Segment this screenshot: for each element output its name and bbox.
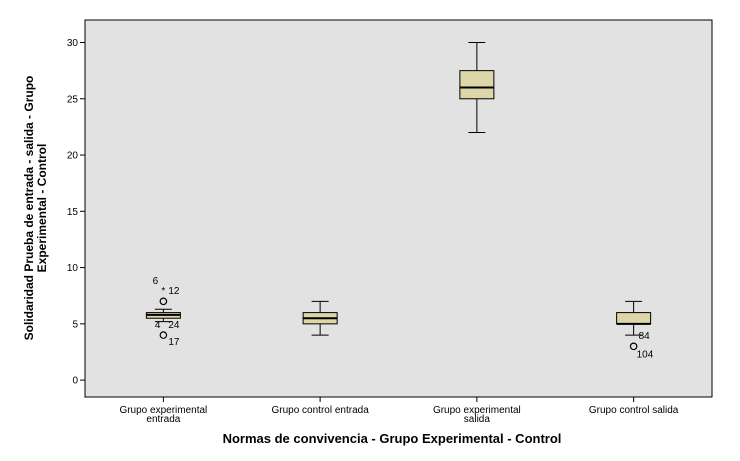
outlier-label: 84 (639, 331, 651, 342)
outlier-label: 4 (155, 320, 161, 331)
box-group: *6 12 4 24 17 (145, 276, 181, 348)
outlier-label: 24 (168, 320, 180, 331)
x-category-label: Grupo control salida (589, 405, 679, 416)
y-axis: 0 5 10 15 20 25 30 (67, 38, 85, 387)
x-axis-title: Normas de convivencia - Grupo Experiment… (223, 431, 562, 446)
y-tick-label: 25 (67, 94, 79, 105)
y-tick-label: 15 (67, 207, 79, 218)
x-category-label: Grupo control entrada (271, 405, 369, 416)
y-axis-title-line-2: Experimental - Control (35, 144, 49, 273)
box-iqr (616, 312, 652, 325)
y-tick-label: 30 (67, 38, 79, 49)
y-tick-label: 20 (67, 151, 79, 162)
y-tick-label: 0 (72, 376, 78, 387)
extreme-marker: * (161, 286, 165, 297)
outlier-label: 12 (168, 286, 180, 297)
outlier-marker (159, 331, 168, 339)
x-category-label: Grupo experimental (119, 405, 207, 416)
outlier-label: 6 (153, 276, 159, 287)
boxes: *6 12 4 24 17 84 104 (145, 42, 654, 360)
outlier-marker (629, 342, 638, 351)
y-axis-title-line-1: Solidaridad Prueba de entrada - salida -… (22, 76, 36, 341)
plot-area (84, 19, 713, 398)
box-group (302, 300, 338, 336)
box-group (459, 42, 495, 134)
outlier-label: 17 (168, 337, 180, 348)
y-tick-label: 10 (67, 263, 79, 274)
y-tick-label: 5 (72, 319, 78, 330)
x-category-label: Grupo experimental (433, 405, 521, 416)
outlier-label: 104 (637, 349, 654, 360)
box-iqr (459, 70, 495, 100)
x-category-label: salida (464, 414, 491, 425)
x-category-label: entrada (146, 414, 180, 425)
box-group: 84 104 (616, 300, 654, 360)
outlier-marker (159, 297, 168, 306)
